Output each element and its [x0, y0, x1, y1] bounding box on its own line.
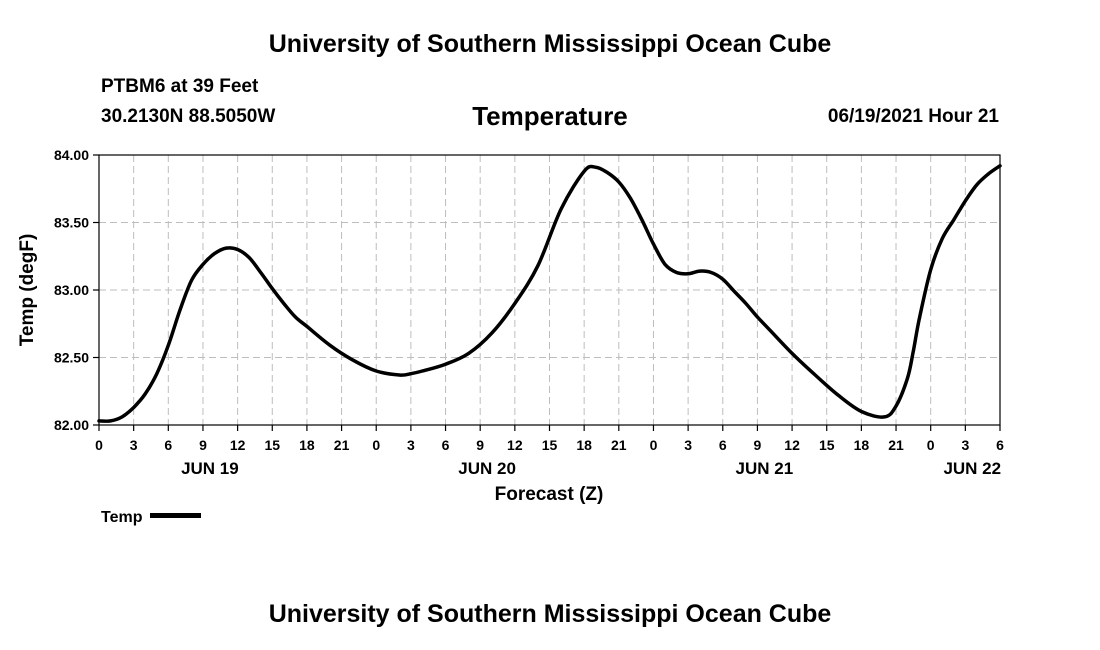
y-tick-label: 82.50: [54, 350, 89, 366]
x-tick-label: 0: [372, 437, 380, 453]
x-tick-label: 18: [854, 437, 870, 453]
x-tick-label: 6: [164, 437, 172, 453]
x-tick-label: 6: [442, 437, 450, 453]
x-tick-label: 9: [199, 437, 207, 453]
y-tick-label: 83.00: [54, 282, 89, 298]
date-label: JUN 19: [181, 459, 239, 478]
forecast-datetime: 06/19/2021 Hour 21: [827, 106, 999, 127]
footer-title: University of Southern Mississippi Ocean…: [268, 600, 832, 628]
x-tick-label: 0: [927, 437, 935, 453]
y-tick-label: 83.50: [54, 215, 89, 231]
x-tick-label: 6: [996, 437, 1004, 453]
x-tick-label: 21: [611, 437, 627, 453]
x-tick-label: 12: [784, 437, 800, 453]
x-tick-label: 3: [684, 437, 692, 453]
station-label: PTBM6 at 39 Feet: [101, 76, 259, 97]
x-tick-label: 18: [299, 437, 315, 453]
x-tick-label: 3: [407, 437, 415, 453]
x-axis-label: Forecast (Z): [495, 484, 604, 505]
x-tick-label: 21: [888, 437, 904, 453]
y-axis-label: Temp (degF): [17, 234, 38, 347]
x-tick-label: 18: [576, 437, 592, 453]
x-tick-label: 6: [719, 437, 727, 453]
temp-series-line: [97, 164, 1002, 423]
chart-legend: Temp: [101, 509, 202, 527]
x-tick-label: 12: [507, 437, 523, 453]
chart-title: Temperature: [472, 101, 628, 131]
x-tick-label: 0: [650, 437, 658, 453]
x-tick-label: 15: [819, 437, 835, 453]
grid-lines: [99, 155, 1000, 425]
x-tick-label: 3: [130, 437, 138, 453]
y-tick-label: 84.00: [54, 147, 89, 163]
x-tick-label: 21: [334, 437, 350, 453]
x-tick-label: 9: [476, 437, 484, 453]
station-coordinates: 30.2130N 88.5050W: [101, 106, 276, 127]
x-tick-label: 12: [230, 437, 246, 453]
main-title: University of Southern Mississippi Ocean…: [268, 30, 832, 58]
legend-swatch: [150, 513, 202, 519]
x-tick-label: 15: [542, 437, 558, 453]
legend-label: Temp: [101, 509, 143, 526]
x-tick-label: 0: [95, 437, 103, 453]
date-label: JUN 22: [943, 459, 1001, 478]
x-tick-label: 9: [754, 437, 762, 453]
date-label: JUN 21: [736, 459, 794, 478]
x-tick-label: 3: [961, 437, 969, 453]
axis-ticks: 82.00 82.50 83.00 83.50 84.00 0 3 6 9 12 15 18 21 0 3 6…: [54, 147, 1004, 478]
date-label: JUN 20: [458, 459, 516, 478]
y-tick-label: 82.00: [54, 417, 89, 433]
x-tick-label: 15: [264, 437, 280, 453]
